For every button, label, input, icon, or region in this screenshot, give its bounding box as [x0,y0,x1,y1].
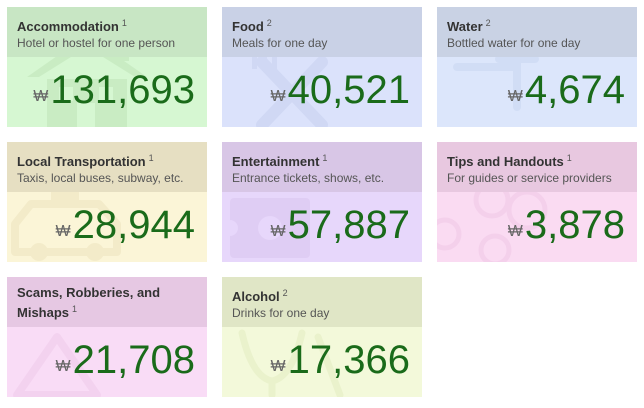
amount-value: 17,366 [287,338,410,382]
amount-value: 3,878 [524,203,625,247]
card-header: Water 2 Bottled water for one day [437,7,637,57]
card-subtitle: Hotel or hostel for one person [17,36,176,50]
card-subtitle: Entrance tickets, shows, etc. [232,171,385,185]
card-title: Scams, Robberies, and Mishaps 1 [17,285,161,320]
card-title: Local Transportation 1 [17,153,154,169]
wine-glass-icon [238,329,344,397]
footnote-marker: 2 [282,288,288,298]
card-local-transportation: Local Transportation 1 Taxis, local buses… [7,142,207,262]
card-amount: ₩40,521 [271,68,410,119]
card-header: Scams, Robberies, and Mishaps 1 [7,277,207,327]
card-title: Tips and Handouts 1 [447,153,572,169]
card-title: Food 2 [232,18,272,34]
card-alcohol: Alcohol 2 Drinks for one day ₩17,366 [222,277,422,397]
amount-value: 57,887 [287,203,410,247]
card-subtitle: Meals for one day [232,36,328,50]
card-scams-robberies-mishaps: Scams, Robberies, and Mishaps 1 ₩21,708 [7,277,207,397]
card-amount: ₩4,674 [508,68,625,119]
footnote-marker: 1 [121,18,127,28]
card-amount: ₩57,887 [271,203,410,254]
card-amount: ₩17,366 [271,338,410,389]
card-subtitle: For guides or service providers [447,171,612,185]
card-title: Water 2 [447,18,491,34]
footnote-marker: 1 [566,153,572,163]
card-amount: ₩131,693 [33,68,195,119]
card-header: Tips and Handouts 1 For guides or service… [437,142,637,192]
card-header: Local Transportation 1 Taxis, local buses… [7,142,207,192]
currency-symbol: ₩ [270,358,286,375]
amount-value: 40,521 [287,68,410,112]
card-amount: ₩21,708 [56,338,195,389]
card-water: Water 2 Bottled water for one day ₩4,674 [437,7,637,127]
warning-icon [13,333,101,397]
currency-symbol: ₩ [55,358,71,375]
footnote-marker: 1 [72,304,78,314]
card-header: Accommodation 1 Hotel or hostel for one p… [7,7,207,57]
card-subtitle: Taxis, local buses, subway, etc. [17,171,184,185]
currency-symbol: ₩ [270,223,286,240]
card-subtitle: Bottled water for one day [447,36,581,50]
card-header: Alcohol 2 Drinks for one day [222,277,422,327]
amount-value: 131,693 [50,68,195,112]
card-header: Food 2 Meals for one day [222,7,422,57]
amount-value: 21,708 [72,338,195,382]
currency-symbol: ₩ [33,88,49,105]
card-entertainment: Entertainment 1 Entrance tickets, shows, … [222,142,422,262]
card-header: Entertainment 1 Entrance tickets, shows, … [222,142,422,192]
card-amount: ₩28,944 [56,203,195,254]
card-food: Food 2 Meals for one day ₩40,521 [222,7,422,127]
card-title: Alcohol 2 [232,288,288,304]
currency-symbol: ₩ [507,223,523,240]
card-amount: ₩3,878 [508,203,625,254]
currency-symbol: ₩ [507,88,523,105]
taxi-icon [11,192,121,261]
card-subtitle: Drinks for one day [232,306,330,320]
amount-value: 4,674 [524,68,625,112]
card-title: Entertainment 1 [232,153,328,169]
footnote-marker: 2 [485,18,491,28]
card-tips-and-handouts: Tips and Handouts 1 For guides or service… [437,142,637,262]
card-title: Accommodation 1 [17,18,127,34]
footnote-marker: 1 [148,153,154,163]
amount-value: 28,944 [72,203,195,247]
fork-knife-icon [252,49,328,127]
footnote-marker: 2 [266,18,272,28]
card-accommodation: Accommodation 1 Hotel or hostel for one p… [7,7,207,127]
currency-symbol: ₩ [55,223,71,240]
ticket-icon [222,198,310,258]
footnote-marker: 1 [322,153,328,163]
currency-symbol: ₩ [270,88,286,105]
